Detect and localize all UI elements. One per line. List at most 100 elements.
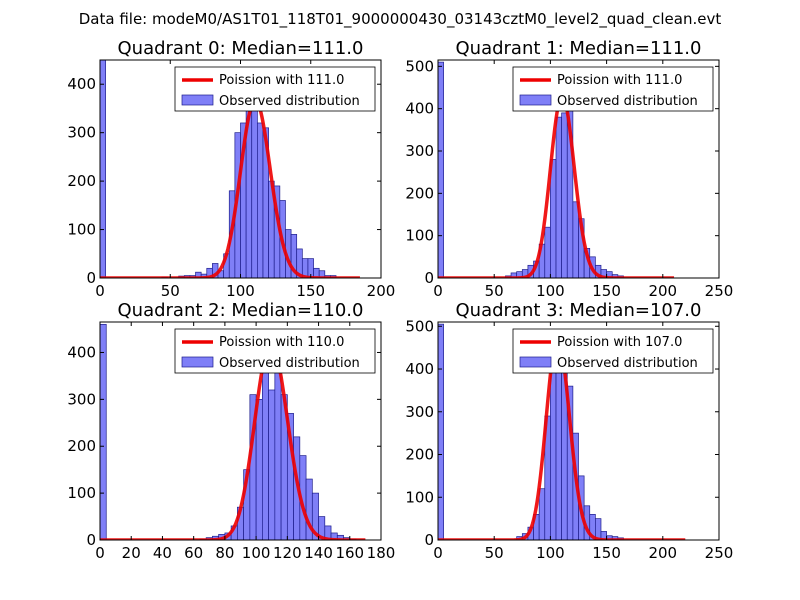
legend-bar-swatch [181, 94, 214, 106]
x-tick-label: 100 [536, 282, 565, 300]
y-tick-label: 500 [405, 317, 434, 335]
panel-title: Quadrant 2: Median=110.0 [118, 300, 364, 321]
y-tick-label: 100 [405, 227, 434, 245]
histogram-bar [100, 60, 106, 278]
x-tick-label: 200 [648, 544, 677, 562]
y-tick-label: 400 [405, 360, 434, 378]
histogram-bar [555, 347, 562, 540]
y-tick-label: 400 [405, 100, 434, 118]
histogram-bar [268, 389, 276, 540]
histogram-bar [257, 122, 264, 278]
x-tick-label: 0 [95, 544, 105, 562]
poisson-curve [100, 341, 367, 540]
y-tick-label: 200 [67, 172, 96, 190]
x-tick-label: 150 [592, 544, 621, 562]
legend-bar-swatch [519, 94, 552, 106]
x-tick-label: 0 [433, 544, 443, 562]
histogram-bar [255, 399, 263, 540]
histogram-bar [100, 323, 107, 540]
x-tick-label: 250 [705, 282, 734, 300]
legend-poisson-label: Poission with 110.0 [219, 335, 344, 350]
axes-frame [437, 59, 720, 279]
y-tick-label: 0 [86, 269, 96, 287]
poisson-curve [438, 94, 676, 278]
panel-title: Quadrant 1: Median=111.0 [456, 38, 702, 59]
x-tick-label: 80 [215, 544, 234, 562]
legend-observed-label: Observed distribution [219, 356, 360, 371]
histogram-bar [572, 201, 579, 278]
x-tick-label: 160 [335, 544, 364, 562]
y-tick-label: 0 [424, 269, 434, 287]
y-tick-label: 0 [424, 531, 434, 549]
y-tick-label: 300 [67, 390, 96, 408]
histogram-bar [438, 323, 444, 540]
x-tick-label: 150 [592, 282, 621, 300]
x-tick-label: 50 [485, 282, 504, 300]
x-tick-label: 40 [153, 544, 172, 562]
y-tick-label: 400 [67, 343, 96, 361]
x-tick-label: 140 [304, 544, 333, 562]
histogram-bar [251, 108, 258, 278]
y-tick-label: 300 [67, 124, 96, 142]
x-tick-label: 20 [122, 544, 141, 562]
y-tick-label: 100 [67, 221, 96, 239]
y-tick-label: 100 [405, 488, 434, 506]
legend: Poission with 111.0 Observed distribution [512, 66, 714, 112]
x-tick-label: 150 [296, 282, 325, 300]
panel-title: Quadrant 3: Median=107.0 [456, 300, 702, 321]
y-tick-label: 200 [405, 446, 434, 464]
x-tick-label: 100 [226, 282, 255, 300]
x-tick-label: 100 [536, 544, 565, 562]
legend-observed-label: Observed distribution [557, 356, 698, 371]
histogram-bars [438, 61, 624, 278]
x-tick-label: 200 [367, 282, 396, 300]
x-tick-label: 200 [648, 282, 677, 300]
y-tick-label: 500 [405, 57, 434, 75]
legend-poisson-label: Poission with 111.0 [219, 73, 344, 88]
panel-title: Quadrant 0: Median=111.0 [118, 38, 364, 59]
legend: Poission with 110.0 Observed distribution [174, 328, 376, 374]
y-tick-label: 100 [67, 484, 96, 502]
axes-frame [437, 321, 720, 541]
histogram-bar [555, 116, 562, 278]
histogram-bar [544, 226, 551, 278]
legend-poisson-label: Poission with 111.0 [557, 73, 682, 88]
y-tick-label: 0 [86, 531, 96, 549]
panel-3: Quadrant 3: Median=107.0 0 50 100 150 200 250 0… [405, 300, 733, 562]
axes-frame [99, 321, 382, 541]
x-tick-label: 0 [433, 282, 443, 300]
legend-poisson-label: Poission with 107.0 [557, 335, 682, 350]
panel-0: Quadrant 0: Median=111.0 0 50 100 150 200 0 100… [67, 38, 395, 300]
legend: Poission with 111.0 Observed distribution [174, 66, 376, 112]
legend-observed-label: Observed distribution [219, 94, 360, 109]
y-tick-label: 400 [67, 75, 96, 93]
legend: Poission with 107.0 Observed distribution [512, 328, 714, 374]
y-tick-label: 300 [405, 142, 434, 160]
x-tick-label: 250 [705, 544, 734, 562]
y-tick-label: 300 [405, 403, 434, 421]
legend-bar-swatch [519, 356, 552, 368]
legend-bar-swatch [181, 356, 214, 368]
x-tick-label: 50 [485, 544, 504, 562]
histogram-bar [274, 361, 282, 540]
histogram-bars [100, 60, 337, 278]
histogram-bar [438, 61, 444, 278]
histogram-bar [561, 112, 568, 278]
x-tick-label: 180 [367, 544, 396, 562]
histogram-bar [318, 270, 326, 278]
x-tick-label: 120 [273, 544, 302, 562]
x-tick-label: 100 [242, 544, 271, 562]
x-tick-label: 0 [95, 282, 105, 300]
y-tick-label: 200 [67, 437, 96, 455]
x-tick-label: 60 [184, 544, 203, 562]
histogram-bar [262, 352, 269, 540]
legend-observed-label: Observed distribution [557, 94, 698, 109]
panel-1: Quadrant 1: Median=111.0 0 50 100 150 200 250 0… [405, 38, 733, 300]
panel-2: Quadrant 2: Median=110.00 20 40 60 80 100 120 1… [67, 300, 395, 562]
y-tick-label: 200 [405, 184, 434, 202]
panels-group: Quadrant 0: Median=111.00 50 100 150 2000100… [67, 38, 733, 562]
histogram-bar [538, 488, 546, 540]
figure-title: Data file: modeM0/AS1T01_118T01_90000004… [79, 10, 722, 29]
x-tick-label: 50 [161, 282, 180, 300]
